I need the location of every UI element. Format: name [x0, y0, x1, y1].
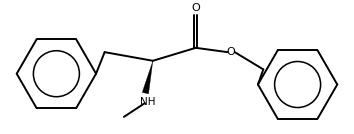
- Text: O: O: [227, 47, 235, 57]
- Text: NH: NH: [140, 97, 155, 107]
- Text: O: O: [192, 3, 200, 13]
- Polygon shape: [142, 61, 153, 94]
